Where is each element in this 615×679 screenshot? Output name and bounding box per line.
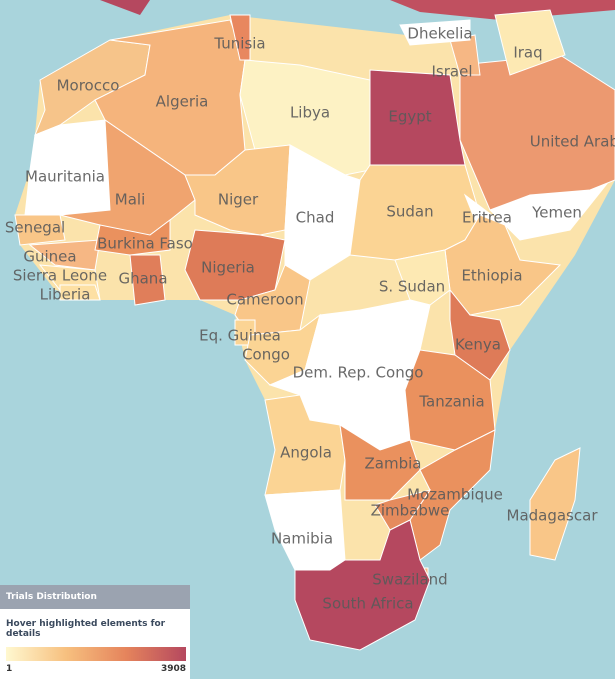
country-label: Chad <box>296 209 335 227</box>
legend-subtitle: Hover highlighted elements for details <box>6 619 166 639</box>
country-label: Ethiopia <box>461 267 522 285</box>
legend: Trials Distribution Hover highlighted el… <box>0 585 190 679</box>
country-label: Dhekelia <box>407 25 472 43</box>
country[interactable] <box>494 9 566 76</box>
land-north <box>390 0 615 20</box>
country-label: Madagascar <box>507 507 599 525</box>
country[interactable] <box>294 519 431 651</box>
country[interactable] <box>59 284 101 301</box>
country-label: Angola <box>280 444 332 462</box>
country-label: Eq. Guinea <box>199 327 281 345</box>
country[interactable] <box>399 19 471 46</box>
country-label: Sudan <box>386 203 433 221</box>
country[interactable] <box>449 288 511 381</box>
country-label: Morocco <box>57 77 120 95</box>
country-label: Senegal <box>5 219 65 237</box>
country-label: Guinea <box>23 248 76 266</box>
country-label: Zimbabwe <box>371 502 450 520</box>
country-label: Sierra Leone <box>13 267 107 285</box>
country[interactable] <box>409 429 496 561</box>
country[interactable] <box>394 249 451 306</box>
country-label: Ghana <box>118 270 167 288</box>
country-label: Eritrea <box>462 209 512 227</box>
country[interactable] <box>369 69 466 166</box>
country-label: S. Sudan <box>379 278 445 296</box>
country-label: Kenya <box>455 336 501 354</box>
country-label: Mozambique <box>407 486 503 504</box>
legend-gradient <box>6 647 186 661</box>
legend-min: 1 <box>6 664 13 674</box>
country-label: Iraq <box>513 44 542 62</box>
country-label: Liberia <box>40 286 91 304</box>
country-label: Egypt <box>388 108 431 126</box>
country[interactable] <box>234 264 311 336</box>
country-label: Dem. Rep. Congo <box>293 364 424 382</box>
country-label: Congo <box>242 346 290 364</box>
country[interactable] <box>529 447 581 561</box>
country[interactable] <box>14 214 66 246</box>
country-label: Libya <box>290 104 330 122</box>
country[interactable] <box>129 254 166 306</box>
country[interactable] <box>284 144 361 281</box>
country-label: Niger <box>218 191 259 209</box>
country-label: Israel <box>432 63 473 81</box>
country-label: Tanzania <box>418 393 484 411</box>
country-label: Swaziland <box>372 571 447 589</box>
country-label: Zambia <box>365 455 422 473</box>
country-label: Cameroon <box>226 291 303 309</box>
country[interactable] <box>459 54 615 211</box>
country-label: Nigeria <box>201 259 255 277</box>
country-label: Yemen <box>531 204 582 222</box>
country[interactable] <box>184 144 291 236</box>
country-label: Mauritania <box>25 168 105 186</box>
country-label: Namibia <box>271 530 333 548</box>
country-label: Algeria <box>156 93 209 111</box>
country-label: Mali <box>115 191 145 209</box>
country-label: United Arab Emirates <box>530 133 615 151</box>
country-label: Burkina Faso <box>97 235 193 253</box>
country-label: Tunisia <box>213 35 265 53</box>
country[interactable] <box>94 219 171 256</box>
legend-title: Trials Distribution <box>0 585 190 609</box>
country[interactable] <box>339 424 421 501</box>
legend-max: 3908 <box>160 664 186 674</box>
country-label: South Africa <box>322 595 413 613</box>
land-north <box>100 0 150 15</box>
